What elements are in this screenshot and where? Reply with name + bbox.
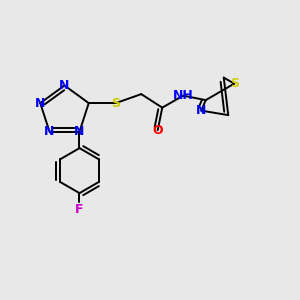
Text: N: N [44, 125, 55, 138]
Text: N: N [35, 97, 45, 110]
Text: N: N [74, 125, 85, 138]
Text: S: S [230, 77, 239, 90]
Text: N: N [59, 79, 70, 92]
Text: S: S [111, 97, 120, 110]
Text: O: O [152, 124, 163, 136]
Text: NH: NH [173, 89, 194, 102]
Text: N: N [196, 104, 206, 117]
Text: F: F [75, 203, 84, 216]
